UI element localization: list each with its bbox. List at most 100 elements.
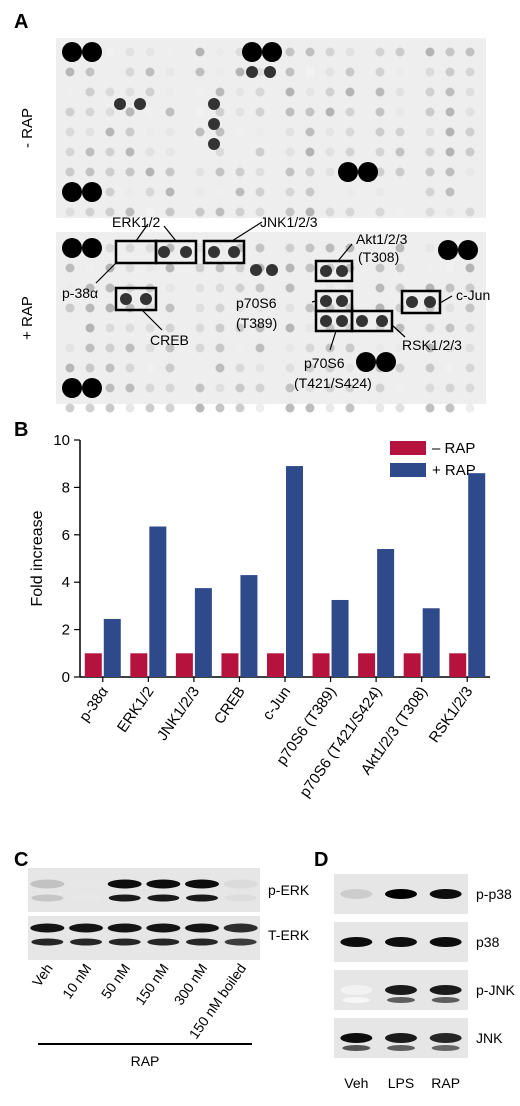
blot-spot [65, 323, 75, 333]
blot-spot [165, 47, 175, 57]
blot-spot [105, 263, 115, 273]
blot-spot [395, 167, 405, 177]
annot-creb: CREB [150, 332, 189, 348]
blot-spot [465, 383, 475, 393]
blot-spot [445, 363, 455, 373]
blot-spot [215, 383, 225, 393]
blot-spot [375, 403, 385, 413]
blot-spot [325, 383, 335, 393]
blot-spot [85, 147, 95, 157]
blot-spot [395, 47, 405, 57]
blot-spot [215, 47, 225, 57]
blot-spot [235, 363, 245, 373]
blot-spot [305, 283, 315, 293]
blot-spot [445, 107, 455, 117]
blot-spot [125, 343, 135, 353]
treatment-label: RAP [131, 1053, 160, 1069]
blot-spot [425, 87, 435, 97]
blot-spot [145, 207, 155, 217]
blot-spot [325, 147, 335, 157]
blot-spot [375, 263, 385, 273]
blot-spot [215, 87, 225, 97]
blot-spot [445, 207, 455, 217]
signal-spot [266, 264, 278, 276]
blot-spot [125, 127, 135, 137]
x-tick-label: JNK1/2/3 [154, 684, 203, 744]
blot-spot [345, 87, 355, 97]
blot-spot [235, 303, 245, 313]
blot-spot [235, 207, 245, 217]
bar-minus-rap [358, 653, 376, 677]
blot-spot [145, 147, 155, 157]
blot-spot [325, 243, 335, 253]
blot-spot [305, 383, 315, 393]
blot-spot [255, 147, 265, 157]
reference-spot [438, 240, 458, 260]
lane-label: RAP [431, 1075, 460, 1091]
blot-spot [345, 127, 355, 137]
lane-label: 300 nM [171, 961, 211, 1008]
blot-spot [105, 303, 115, 313]
blot-spot [145, 323, 155, 333]
dot-blot-minus-rap [56, 38, 486, 218]
blot-spot [215, 187, 225, 197]
blot-spot [285, 167, 295, 177]
blot-spot [395, 207, 405, 217]
blot-spot [345, 403, 355, 413]
blot-spot [165, 363, 175, 373]
blot-spot [425, 403, 435, 413]
blot-band [340, 889, 373, 899]
blot-spot [145, 403, 155, 413]
blot-spot [285, 243, 295, 253]
blot-spot [305, 47, 315, 57]
blot-band [31, 938, 64, 946]
annot-akt-site: (T308) [358, 249, 399, 265]
blot-spot [345, 107, 355, 117]
blot-spot [165, 67, 175, 77]
blot-spot [285, 67, 295, 77]
blot-band [147, 938, 180, 946]
signal-spot [208, 138, 220, 150]
legend-entry: – RAP [432, 440, 475, 457]
blot-spot [235, 187, 245, 197]
blot-spot [425, 363, 435, 373]
blot-spot [105, 127, 115, 137]
blot-spot [465, 167, 475, 177]
annot-p70s6-t389: (T389) [236, 315, 277, 331]
blot-spot [65, 403, 75, 413]
panel-d-label: D [314, 849, 328, 871]
blot-spot [85, 167, 95, 177]
signal-spot [208, 246, 220, 258]
signal-spot [250, 264, 262, 276]
blot-spot [465, 147, 475, 157]
blot-spot [195, 207, 205, 217]
blot-spot [195, 107, 205, 117]
blot-spot [445, 127, 455, 137]
signal-spot [120, 293, 132, 305]
bar-plus-rap [422, 608, 440, 677]
blot-spot [195, 323, 205, 333]
blot-spot [255, 303, 265, 313]
box-jnk123 [202, 239, 246, 265]
reference-spot [242, 42, 262, 62]
annot-jnk123: JNK1/2/3 [260, 214, 318, 230]
blot-spot [425, 343, 435, 353]
blot-band [224, 894, 257, 902]
blot-spot [465, 403, 475, 413]
blot-band [107, 879, 142, 889]
blot-spot [235, 403, 245, 413]
bar-plus-rap [103, 618, 121, 677]
annot-akt123: Akt1/2/3 [356, 231, 408, 247]
bar-plus-rap [468, 473, 486, 677]
blot-band [223, 879, 258, 889]
blot-spot [445, 343, 455, 353]
blot-spot [105, 147, 115, 157]
signal-spot [320, 315, 332, 327]
band-label: p-JNK [476, 982, 516, 998]
reference-spot [262, 42, 282, 62]
blot-band [107, 923, 142, 933]
bar-minus-rap [403, 653, 421, 677]
blot-spot [285, 207, 295, 217]
signal-spot [208, 118, 220, 130]
blot-band [342, 997, 371, 1003]
